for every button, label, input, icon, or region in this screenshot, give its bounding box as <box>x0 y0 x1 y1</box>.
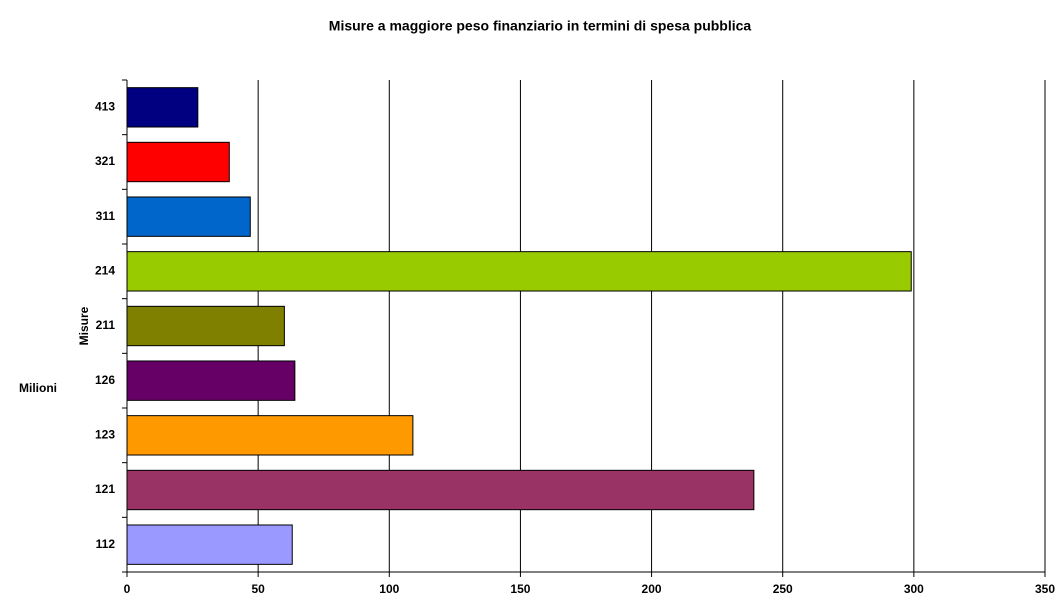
bar <box>126 524 293 565</box>
bar <box>126 469 755 511</box>
y-tick-label: 126 <box>95 373 115 387</box>
y-tick-label: 413 <box>95 100 115 114</box>
y-tick-label: 112 <box>96 537 116 551</box>
x-tick-label: 50 <box>251 582 265 596</box>
bar <box>126 360 296 401</box>
x-tick-label: 350 <box>1035 582 1055 596</box>
y-tick-label: 321 <box>95 154 115 168</box>
y-tick-label: 121 <box>95 482 115 496</box>
x-tick-label: 250 <box>773 582 793 596</box>
bar <box>126 196 251 237</box>
x-tick-label: 0 <box>124 582 131 596</box>
x-tick-label: 200 <box>642 582 662 596</box>
y-tick-label: 211 <box>96 318 116 332</box>
x-tick-label: 100 <box>379 582 399 596</box>
y-axis-label: Misure <box>77 306 91 345</box>
y-tick-label: 311 <box>96 209 116 223</box>
x-axis-label: Milioni <box>19 381 57 395</box>
x-tick-label: 150 <box>510 582 530 596</box>
x-tick-label: 300 <box>904 582 924 596</box>
y-tick-label: 123 <box>95 428 115 442</box>
bar <box>126 87 199 128</box>
chart-title: Misure a maggiore peso finanziario in te… <box>329 18 752 34</box>
y-tick-label: 214 <box>95 264 115 278</box>
bar <box>126 251 912 292</box>
bar <box>126 415 414 456</box>
bar <box>126 141 230 183</box>
bar <box>126 305 285 347</box>
